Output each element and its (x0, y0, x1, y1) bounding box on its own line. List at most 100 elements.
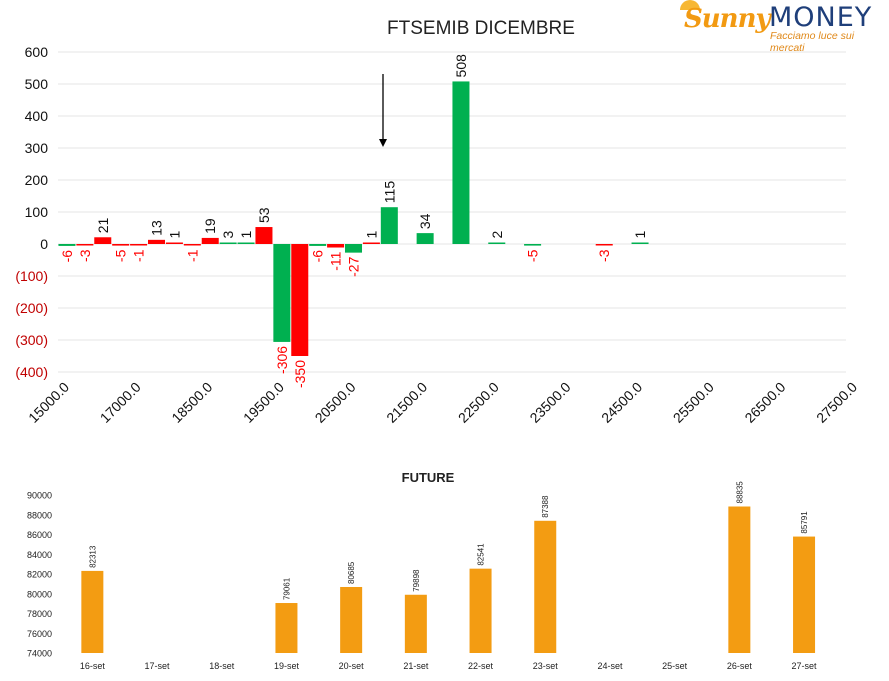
data-label: -5 (113, 249, 129, 262)
sun-icon (680, 0, 700, 10)
data-label: 88835 (735, 481, 744, 504)
x-tick-label: 26500.0 (741, 379, 788, 426)
logo-brand-left: Sunny (684, 4, 771, 34)
x-tick-label: 25500.0 (670, 379, 717, 426)
x-tick-label: 26-set (727, 661, 753, 671)
logo-tagline: Facciamo luce sui mercati (770, 30, 855, 54)
future-chart: FUTURE 90000 88000 86000 84000 82000 80000 780… (27, 470, 817, 671)
x-tick-label: 17-set (145, 661, 171, 671)
bar (255, 227, 273, 244)
x-tick-label: 21-set (403, 661, 429, 671)
data-label: 34 (417, 213, 433, 229)
bar (219, 242, 237, 244)
bar (327, 244, 345, 248)
bar (94, 237, 112, 244)
y-tick-label: 84000 (27, 550, 52, 560)
data-label: 2 (489, 231, 505, 239)
bar (595, 244, 613, 246)
data-label: -27 (346, 256, 362, 276)
x-tick-label: 22-set (468, 661, 494, 671)
x-tick-label: 17000.0 (97, 379, 144, 426)
y-tick-label: (300) (15, 332, 48, 348)
y-tick-label: 76000 (27, 629, 52, 639)
bar (340, 586, 363, 653)
bar (58, 244, 76, 246)
x-tick-label: 27500.0 (813, 379, 860, 426)
sunny-money-logo: Sunny MONEY Facciamo luce sui mercati (680, 0, 884, 54)
data-label: 82313 (88, 545, 97, 568)
bar (291, 244, 309, 356)
data-label: 1 (238, 230, 254, 238)
chart-title: FUTURE (402, 470, 455, 485)
data-label: 82541 (477, 543, 486, 566)
y-tick-label: 88000 (27, 510, 52, 520)
y-tick-label: 82000 (27, 570, 52, 580)
data-label: 79898 (412, 569, 421, 592)
data-label: 85791 (800, 511, 809, 534)
x-tick-label: 23500.0 (526, 379, 573, 426)
y-tick-label: 74000 (27, 649, 52, 659)
bar (344, 244, 363, 253)
bar (793, 536, 816, 653)
y-tick-label: 500 (25, 76, 49, 92)
data-label: 1 (363, 231, 379, 239)
data-label: 1 (166, 231, 182, 239)
y-tick-label: 400 (25, 108, 49, 124)
x-tick-label: 25-set (662, 661, 688, 671)
x-tick-label: 18-set (209, 661, 235, 671)
x-tick-label: 15000.0 (25, 379, 72, 426)
bar (275, 603, 298, 653)
bar (362, 242, 380, 244)
chart-title: FTSEMIB DICEMBRE (387, 18, 575, 39)
x-tick-label: 21500.0 (383, 379, 430, 426)
data-label: -1 (184, 249, 200, 262)
data-label: -306 (274, 346, 290, 374)
data-label: 79061 (282, 577, 291, 600)
y-tick-label: 90000 (27, 491, 52, 501)
y-tick-label: (400) (15, 364, 48, 380)
y-tick-label: 200 (25, 172, 49, 188)
data-label: 13 (149, 220, 165, 236)
y-tick-label: 86000 (27, 530, 52, 540)
data-label: 3 (220, 231, 236, 239)
x-tick-label: 19500.0 (240, 379, 287, 426)
data-label: 19 (202, 218, 218, 234)
data-label: -6 (310, 250, 326, 263)
bar (147, 239, 166, 244)
bar (237, 242, 255, 244)
data-label: 87388 (541, 495, 550, 518)
ftsemib-chart: FTSEMIB DICEMBRE 600 500 400 300 200 100 0 (100… (15, 18, 860, 426)
bar (469, 568, 492, 653)
x-tick-label: 27-set (792, 661, 818, 671)
data-label: 115 (381, 181, 397, 204)
bar (183, 244, 201, 246)
bar (404, 594, 427, 653)
bar (380, 207, 398, 244)
bar (76, 244, 94, 246)
data-label: 80685 (347, 561, 356, 584)
bar (534, 520, 557, 653)
x-tick-label: 16-set (80, 661, 106, 671)
x-tick-label: 23-set (533, 661, 559, 671)
data-label: 21 (95, 217, 111, 233)
bar (81, 570, 104, 653)
data-label: -5 (525, 249, 541, 262)
y-tick-label: (200) (15, 300, 48, 316)
y-tick-label: 78000 (27, 609, 52, 619)
arrow-annotation (379, 74, 387, 147)
bar (112, 244, 130, 246)
bar (488, 242, 506, 244)
y-tick-label: 100 (25, 204, 49, 220)
y-tick-label: 80000 (27, 589, 52, 599)
data-label: -3 (77, 249, 93, 262)
bar (524, 244, 542, 246)
data-label: -6 (59, 250, 75, 263)
y-tick-label: 300 (25, 140, 49, 156)
bar (130, 244, 148, 246)
bar (631, 242, 649, 244)
bar (273, 244, 291, 342)
y-tick-label: (100) (15, 268, 48, 284)
bar (165, 242, 183, 244)
bar (452, 81, 470, 244)
